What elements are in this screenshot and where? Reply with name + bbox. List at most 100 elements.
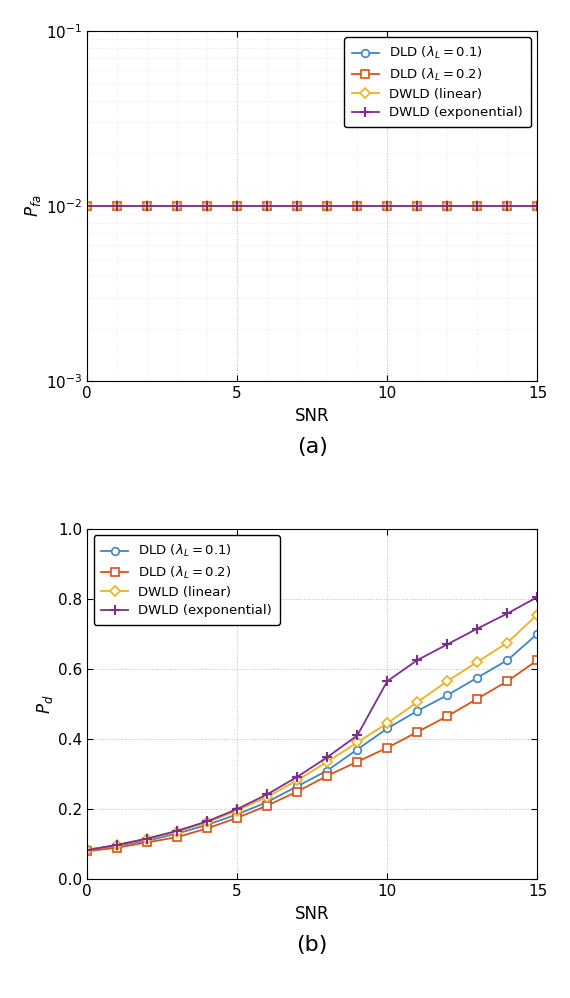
DWLD (linear) [534, 200, 541, 212]
DWLD (linear) [414, 697, 421, 709]
DLD ($\lambda_L = 0.1$) [84, 200, 91, 212]
DWLD (linear) [324, 200, 331, 212]
DLD ($\lambda_L = 0.1$) [234, 808, 241, 820]
DWLD (linear) [203, 816, 210, 828]
DLD ($\lambda_L = 0.2$) [474, 693, 481, 705]
DLD ($\lambda_L = 0.2$) [414, 200, 421, 212]
DWLD (exponential) [324, 751, 331, 763]
DLD ($\lambda_L = 0.1$) [294, 780, 300, 792]
DLD ($\lambda_L = 0.1$) [384, 200, 390, 212]
DLD ($\lambda_L = 0.2$) [294, 785, 300, 797]
Line: DWLD (linear): DWLD (linear) [83, 203, 542, 210]
DLD ($\lambda_L = 0.2$) [324, 200, 331, 212]
DLD ($\lambda_L = 0.2$) [203, 822, 210, 834]
DWLD (exponential) [444, 639, 451, 651]
DLD ($\lambda_L = 0.2$) [504, 200, 511, 212]
DLD ($\lambda_L = 0.1$) [203, 200, 210, 212]
DLD ($\lambda_L = 0.2$) [354, 200, 361, 212]
DWLD (linear) [203, 200, 210, 212]
DWLD (linear) [474, 656, 481, 668]
DWLD (linear) [264, 790, 271, 802]
DLD ($\lambda_L = 0.1$) [203, 819, 210, 831]
DLD ($\lambda_L = 0.1$) [113, 840, 120, 852]
DLD ($\lambda_L = 0.1$) [174, 200, 181, 212]
DLD ($\lambda_L = 0.1$) [534, 628, 541, 640]
DLD ($\lambda_L = 0.2$) [264, 799, 271, 811]
DLD ($\lambda_L = 0.2$) [324, 769, 331, 781]
DWLD (exponential) [294, 200, 300, 212]
DWLD (exponential) [534, 200, 541, 212]
DLD ($\lambda_L = 0.1$) [444, 200, 451, 212]
DLD ($\lambda_L = 0.1$) [414, 200, 421, 212]
X-axis label: SNR: SNR [295, 407, 329, 425]
DWLD (exponential) [324, 200, 331, 212]
DWLD (linear) [354, 200, 361, 212]
DWLD (linear) [144, 200, 150, 212]
DWLD (linear) [504, 637, 511, 649]
Line: DWLD (exponential): DWLD (exponential) [82, 202, 542, 211]
Line: DWLD (exponential): DWLD (exponential) [82, 592, 542, 855]
Legend: DLD ($\lambda_L = 0.1$), DLD ($\lambda_L = 0.2$), DWLD (linear), DWLD (exponenti: DLD ($\lambda_L = 0.1$), DLD ($\lambda_L… [93, 535, 280, 625]
DWLD (linear) [354, 737, 361, 748]
DLD ($\lambda_L = 0.1$) [504, 200, 511, 212]
DLD ($\lambda_L = 0.2$) [174, 831, 181, 843]
DWLD (linear) [264, 200, 271, 212]
DLD ($\lambda_L = 0.1$) [144, 200, 150, 212]
DLD ($\lambda_L = 0.1$) [414, 705, 421, 717]
DLD ($\lambda_L = 0.2$) [113, 200, 120, 212]
DLD ($\lambda_L = 0.1$) [534, 200, 541, 212]
DWLD (linear) [174, 826, 181, 838]
DWLD (linear) [324, 755, 331, 767]
DWLD (exponential) [264, 200, 271, 212]
DWLD (exponential) [474, 200, 481, 212]
DWLD (exponential) [113, 839, 120, 851]
Line: DWLD (linear): DWLD (linear) [83, 611, 542, 854]
DLD ($\lambda_L = 0.2$) [144, 200, 150, 212]
DLD ($\lambda_L = 0.1$) [384, 723, 390, 735]
Y-axis label: $P_{fa}$: $P_{fa}$ [23, 195, 43, 218]
DWLD (exponential) [144, 832, 150, 844]
DWLD (exponential) [113, 200, 120, 212]
DLD ($\lambda_L = 0.2$) [384, 742, 390, 753]
DWLD (linear) [84, 844, 91, 856]
DWLD (exponential) [203, 815, 210, 827]
DWLD (exponential) [474, 623, 481, 635]
DWLD (exponential) [504, 200, 511, 212]
DWLD (exponential) [174, 200, 181, 212]
DLD ($\lambda_L = 0.2$) [113, 841, 120, 853]
DWLD (exponential) [234, 803, 241, 815]
Line: DLD ($\lambda_L = 0.1$): DLD ($\lambda_L = 0.1$) [83, 203, 542, 210]
DLD ($\lambda_L = 0.2$) [264, 200, 271, 212]
DLD ($\lambda_L = 0.1$) [354, 744, 361, 755]
DLD ($\lambda_L = 0.1$) [324, 200, 331, 212]
DWLD (linear) [113, 200, 120, 212]
DWLD (exponential) [354, 200, 361, 212]
DLD ($\lambda_L = 0.1$) [234, 200, 241, 212]
DLD ($\lambda_L = 0.1$) [444, 690, 451, 702]
DWLD (exponential) [174, 825, 181, 837]
DLD ($\lambda_L = 0.2$) [414, 726, 421, 738]
Line: DLD ($\lambda_L = 0.2$): DLD ($\lambda_L = 0.2$) [83, 657, 542, 855]
DWLD (exponential) [444, 200, 451, 212]
Legend: DLD ($\lambda_L = 0.1$), DLD ($\lambda_L = 0.2$), DWLD (linear), DWLD (exponenti: DLD ($\lambda_L = 0.1$), DLD ($\lambda_L… [344, 37, 531, 127]
DLD ($\lambda_L = 0.1$) [474, 200, 481, 212]
DLD ($\lambda_L = 0.1$) [84, 843, 91, 855]
DWLD (linear) [384, 718, 390, 730]
DWLD (exponential) [234, 200, 241, 212]
DLD ($\lambda_L = 0.1$) [144, 834, 150, 846]
DLD ($\lambda_L = 0.1$) [113, 200, 120, 212]
DLD ($\lambda_L = 0.2$) [354, 755, 361, 767]
Text: (b): (b) [296, 935, 328, 955]
DWLD (linear) [444, 200, 451, 212]
DWLD (exponential) [504, 608, 511, 620]
DWLD (linear) [534, 609, 541, 621]
DLD ($\lambda_L = 0.2$) [384, 200, 390, 212]
DLD ($\lambda_L = 0.2$) [294, 200, 300, 212]
DWLD (linear) [84, 200, 91, 212]
DWLD (exponential) [264, 788, 271, 800]
DWLD (exponential) [384, 676, 390, 688]
DLD ($\lambda_L = 0.2$) [444, 200, 451, 212]
DWLD (linear) [294, 774, 300, 786]
DWLD (linear) [234, 200, 241, 212]
Line: DLD ($\lambda_L = 0.1$): DLD ($\lambda_L = 0.1$) [83, 630, 542, 853]
